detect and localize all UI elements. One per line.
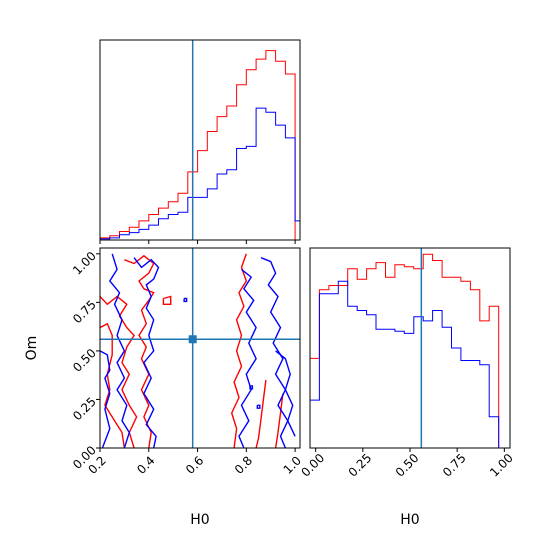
contour-red-0	[100, 322, 126, 448]
contour-blue-15	[256, 404, 261, 409]
contour-yaxis-tick-label-1: 0.25	[70, 395, 99, 424]
contour-lines	[100, 253, 296, 448]
contour-xaxis-tick-label-1: 0.4	[134, 453, 157, 476]
contour-red-5	[274, 393, 284, 448]
h0-hist-series-blue	[99, 107, 301, 240]
contour-red-2	[124, 254, 155, 448]
om-hist-xaxis-tick-label-1: 0.25	[346, 451, 375, 480]
h0-histogram-panel	[99, 39, 301, 244]
contour-yaxis-tick-label-4: 1.00	[70, 249, 99, 278]
y-axis-label-om: Om	[24, 336, 40, 361]
contour-blue-10	[238, 268, 257, 448]
contour-blue-11	[260, 257, 289, 448]
x-axis-label-om: H0	[400, 512, 419, 528]
contour-xaxis-tick-label-4: 1.0	[281, 453, 304, 476]
h0-om-contour-panel: 0.2 0.4 0.6 0.8 1.00.000.250.500.751.00	[70, 247, 304, 477]
om-hist-xaxis-tick-label-4: 1.00	[487, 451, 516, 480]
om-histogram-panel: 0.00 0.25 0.50 0.75 1.00	[298, 247, 516, 480]
om-hist-xaxis-tick-label-3: 0.75	[440, 451, 469, 480]
om-hist-xaxis-tick-label-2: 0.50	[393, 451, 422, 480]
om-hist-xaxis-tick-label-0: 0.00	[298, 451, 327, 480]
contour-blue-13	[183, 297, 188, 303]
contour-blue-9	[133, 257, 160, 448]
x-axis-label-h0: H0	[190, 512, 209, 528]
truth-marker	[188, 335, 197, 344]
contour-xaxis-tick-label-2: 0.6	[183, 453, 206, 476]
contour-blue-8	[108, 253, 131, 448]
om-histogram-frame	[309, 247, 511, 449]
om-hist-series-blue	[309, 280, 509, 449]
h0-hist-series-red	[99, 50, 300, 241]
contour-yaxis-tick-label-2: 0.50	[70, 346, 99, 375]
contour-yaxis-tick-label-3: 0.75	[70, 297, 99, 326]
contour-red-4	[255, 379, 267, 448]
contour-red-6	[162, 295, 172, 305]
contour-red-1	[100, 295, 138, 448]
contour-frame	[99, 247, 301, 449]
contour-red-3	[230, 253, 248, 448]
contour-blue-14	[249, 385, 254, 390]
contour-xaxis-tick-label-3: 0.8	[232, 453, 255, 476]
h0-histogram-frame	[99, 39, 301, 241]
contour-blue-12	[275, 350, 296, 437]
om-hist-series-red	[309, 253, 509, 449]
contour-blue-7	[100, 350, 111, 448]
